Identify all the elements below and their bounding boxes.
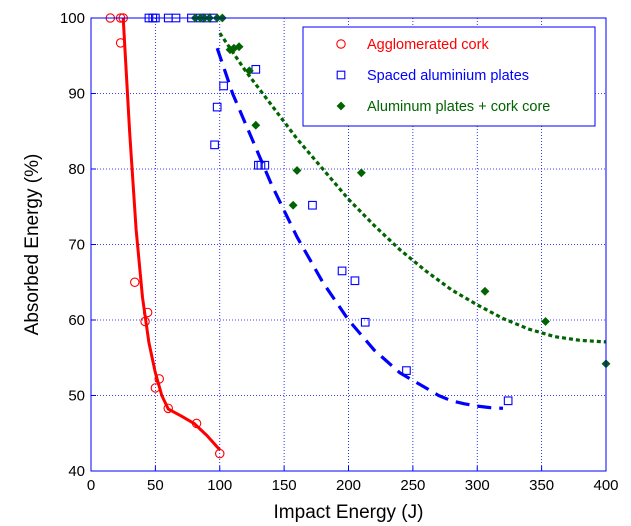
data-point-series-2 <box>480 286 490 296</box>
data-point-series-1 <box>402 366 411 375</box>
data-point-series-1 <box>219 81 228 91</box>
data-point-series-2 <box>356 168 366 178</box>
data-point-series-2 <box>251 120 261 130</box>
data-point-series-1 <box>308 200 317 210</box>
data-point-series-1 <box>503 396 513 406</box>
x-tick-label: 200 <box>336 477 361 494</box>
legend-label-0: Agglomerated cork <box>367 37 489 53</box>
legend-label-2: Aluminum plates + cork core <box>367 99 550 115</box>
y-axis-title: Absorbed Energy (%) <box>22 154 43 336</box>
data-point-series-1 <box>360 317 370 327</box>
fit-line-series-0 <box>121 17 221 451</box>
legend-label-1: Spaced aluminium plates <box>367 68 529 84</box>
x-axis-title: Impact Energy (J) <box>274 502 424 523</box>
data-point-series-2 <box>244 66 254 76</box>
x-tick-label: 300 <box>465 477 490 494</box>
x-tick-label: 50 <box>147 477 164 494</box>
y-tick-label: 100 <box>60 10 85 27</box>
x-tick-label: 400 <box>593 477 618 494</box>
data-point-series-0 <box>154 374 164 384</box>
data-point-series-0 <box>215 448 225 459</box>
legend-marker-0 <box>336 39 346 49</box>
legend: Agglomerated cork Spaced aluminium plates… <box>302 26 596 127</box>
legend-marker-2 <box>336 101 346 111</box>
data-point-series-1 <box>337 266 347 276</box>
data-point-series-2 <box>292 166 302 175</box>
data-point-series-0 <box>163 403 174 414</box>
legend-box <box>302 26 596 127</box>
x-tick-label: 100 <box>207 477 232 494</box>
data-point-series-1 <box>260 160 270 170</box>
data-point-series-1 <box>350 276 360 286</box>
x-tick-label: 350 <box>529 477 554 494</box>
y-tick-label: 50 <box>68 388 85 405</box>
axis-ticks: 0 50 100 150 200 250 300 350 400 40 50 60 70 80 90 100 <box>60 10 619 494</box>
data-point-series-0 <box>130 277 140 287</box>
data-markers <box>105 13 611 459</box>
y-tick-label: 60 <box>68 312 85 329</box>
data-point-series-0 <box>140 316 150 327</box>
data-point-series-0 <box>115 38 126 48</box>
legend-marker-1 <box>336 70 346 80</box>
y-tick-label: 90 <box>68 86 85 103</box>
data-point-series-1 <box>210 140 219 150</box>
data-point-series-0 <box>142 307 153 318</box>
fit-lines <box>121 17 607 451</box>
x-tick-label: 150 <box>272 477 297 494</box>
data-point-series-2 <box>234 42 244 52</box>
data-point-series-0 <box>191 418 202 429</box>
x-tick-label: 250 <box>400 477 425 494</box>
data-point-series-1 <box>212 102 222 112</box>
y-tick-label: 40 <box>68 463 85 480</box>
x-tick-label: 0 <box>87 477 95 494</box>
data-point-series-2 <box>288 200 298 210</box>
data-point-series-0 <box>150 383 161 393</box>
data-point-series-2 <box>541 317 550 326</box>
fit-line-series-1 <box>215 47 504 410</box>
y-tick-label: 80 <box>68 161 85 178</box>
y-tick-label: 70 <box>68 237 85 254</box>
